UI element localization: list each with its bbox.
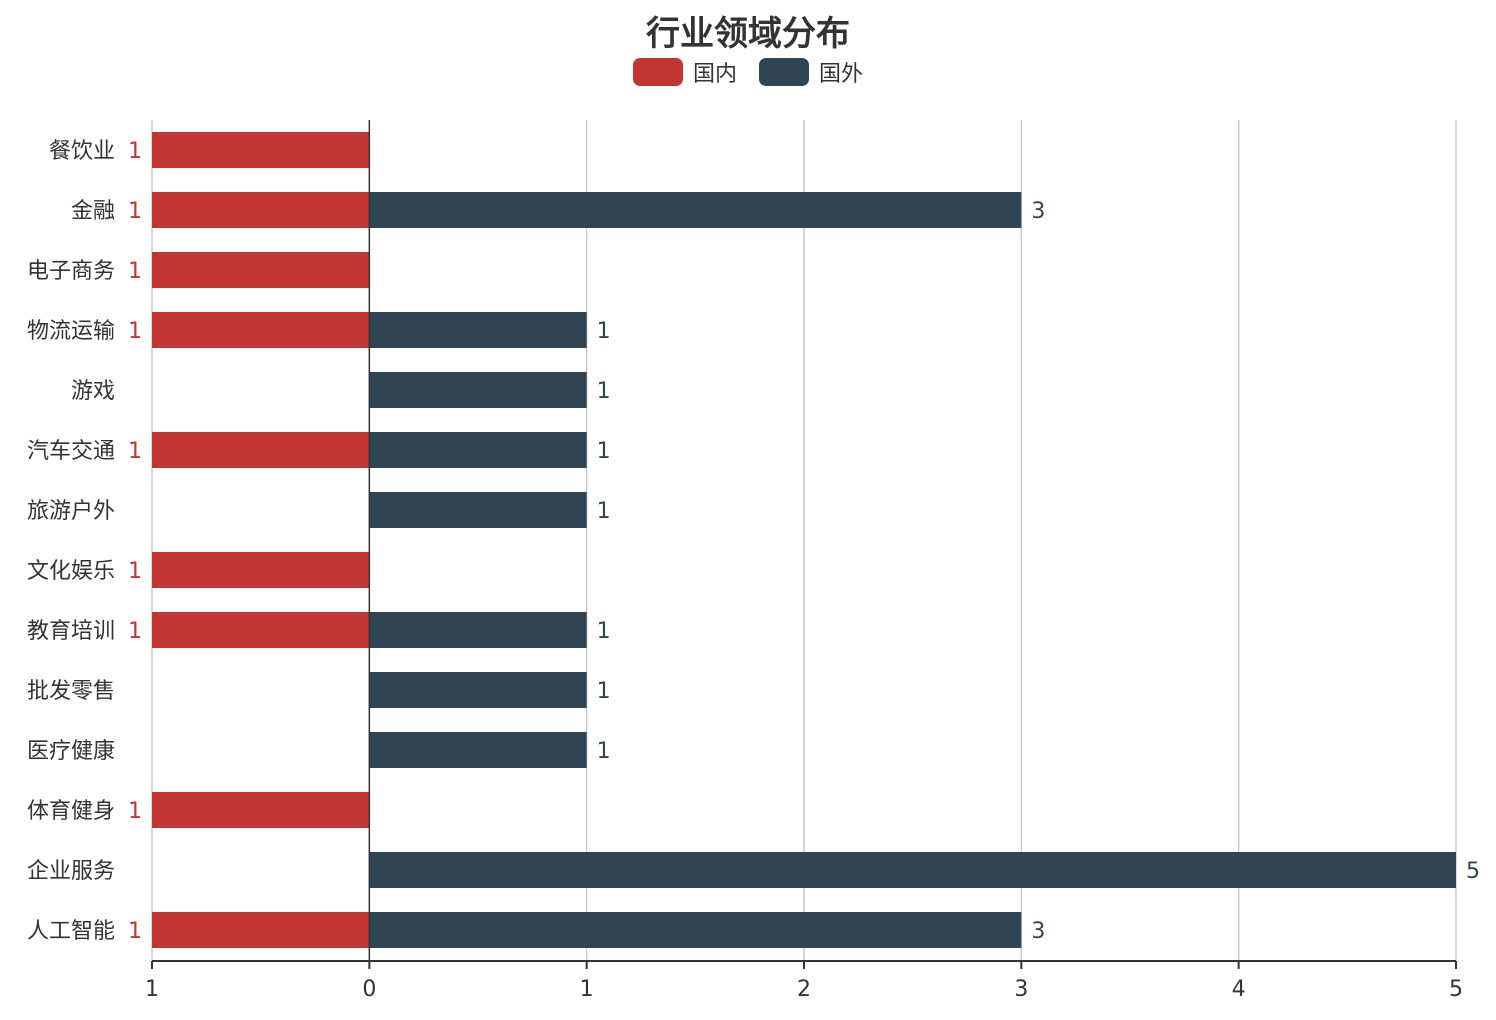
data-label-domestic: 1	[128, 139, 142, 164]
bar-foreign[interactable]	[369, 492, 587, 528]
category-label: 餐饮业	[49, 139, 115, 164]
bar-foreign[interactable]	[369, 852, 1456, 888]
legend: 国内 国外	[0, 56, 1496, 88]
category-label: 批发零售	[27, 679, 115, 704]
x-tick-label: 4	[1232, 977, 1246, 1002]
data-label-domestic: 1	[128, 919, 142, 944]
category-label: 物流运输	[27, 319, 115, 344]
x-tick-label: 5	[1449, 977, 1463, 1002]
category-label: 体育健身	[27, 799, 115, 824]
bar-domestic[interactable]	[152, 792, 370, 828]
category-label: 旅游户外	[27, 499, 115, 524]
data-label-domestic: 1	[128, 799, 142, 824]
x-tick-label: 2	[797, 977, 811, 1002]
data-label-domestic: 1	[128, 259, 142, 284]
legend-label-foreign: 国外	[819, 62, 864, 87]
bar-domestic[interactable]	[152, 552, 370, 588]
x-tick-label: 1	[145, 977, 159, 1002]
data-label-domestic: 1	[128, 319, 142, 344]
category-label: 文化娱乐	[27, 559, 115, 584]
legend-swatch-domestic	[632, 58, 683, 86]
bar-domestic[interactable]	[152, 612, 370, 648]
bar-domestic[interactable]	[152, 312, 370, 348]
category-label: 人工智能	[27, 919, 115, 944]
category-label: 金融	[71, 199, 115, 224]
bar-foreign[interactable]	[369, 192, 1022, 228]
data-label-foreign: 3	[1031, 199, 1045, 224]
category-label: 教育培训	[27, 619, 115, 644]
x-tick-label: 0	[362, 977, 376, 1002]
data-label-foreign: 1	[597, 319, 611, 344]
category-label: 游戏	[71, 379, 115, 404]
bar-foreign[interactable]	[369, 432, 587, 468]
data-label-domestic: 1	[128, 559, 142, 584]
category-label: 医疗健康	[27, 739, 115, 764]
data-label-foreign: 1	[597, 439, 611, 464]
data-label-foreign: 1	[597, 739, 611, 764]
bar-foreign[interactable]	[369, 732, 587, 768]
bar-domestic[interactable]	[152, 132, 370, 168]
category-label: 电子商务	[27, 259, 115, 284]
category-label: 企业服务	[27, 859, 115, 884]
bar-foreign[interactable]	[369, 672, 587, 708]
category-label: 汽车交通	[27, 439, 115, 464]
data-label-domestic: 1	[128, 619, 142, 644]
data-label-foreign: 1	[597, 679, 611, 704]
data-label-foreign: 5	[1466, 859, 1480, 884]
data-label-foreign: 1	[597, 619, 611, 644]
bar-domestic[interactable]	[152, 432, 370, 468]
data-label-domestic: 1	[128, 439, 142, 464]
chart-title: 行业领域分布	[646, 14, 850, 54]
data-label-foreign: 1	[597, 379, 611, 404]
legend-item-foreign[interactable]: 国外	[759, 56, 863, 88]
bar-foreign[interactable]	[369, 612, 587, 648]
x-tick-label: 3	[1014, 977, 1028, 1002]
bar-domestic[interactable]	[152, 192, 370, 228]
data-label-domestic: 1	[128, 199, 142, 224]
legend-item-domestic[interactable]: 国内	[632, 56, 737, 88]
bar-foreign[interactable]	[369, 372, 587, 408]
bar-foreign[interactable]	[369, 912, 1022, 948]
legend-swatch-foreign	[759, 58, 809, 86]
data-label-foreign: 1	[597, 499, 611, 524]
bar-domestic[interactable]	[152, 912, 370, 948]
data-label-foreign: 3	[1031, 919, 1045, 944]
bar-domestic[interactable]	[152, 252, 370, 288]
bar-foreign[interactable]	[369, 312, 587, 348]
legend-label-domestic: 国内	[692, 62, 737, 87]
x-tick-label: 1	[580, 977, 594, 1002]
